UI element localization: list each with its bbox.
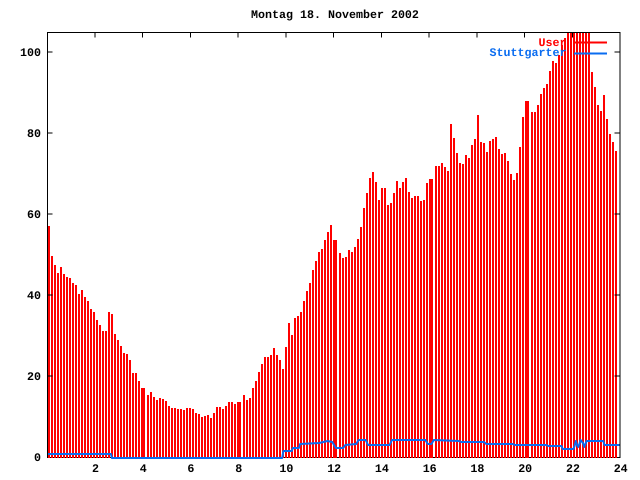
- svg-text:40: 40: [27, 289, 41, 303]
- svg-text:User: User: [539, 36, 567, 50]
- svg-text:6: 6: [187, 462, 194, 476]
- svg-text:8: 8: [235, 462, 242, 476]
- svg-text:24: 24: [614, 462, 628, 476]
- svg-text:2: 2: [92, 462, 99, 476]
- svg-text:18: 18: [470, 462, 484, 476]
- svg-text:20: 20: [27, 370, 41, 384]
- svg-text:22: 22: [566, 462, 580, 476]
- svg-text:Stuttgarter: Stuttgarter: [490, 46, 567, 60]
- svg-text:0: 0: [34, 451, 41, 465]
- svg-text:80: 80: [27, 127, 41, 141]
- svg-text:16: 16: [423, 462, 437, 476]
- svg-text:4: 4: [140, 462, 147, 476]
- svg-text:Montag 18. November 2002: Montag 18. November 2002: [251, 8, 419, 22]
- svg-text:100: 100: [20, 46, 41, 60]
- svg-text:12: 12: [327, 462, 341, 476]
- svg-text:14: 14: [375, 462, 389, 476]
- svg-text:60: 60: [27, 208, 41, 222]
- svg-text:10: 10: [279, 462, 293, 476]
- svg-text:20: 20: [518, 462, 532, 476]
